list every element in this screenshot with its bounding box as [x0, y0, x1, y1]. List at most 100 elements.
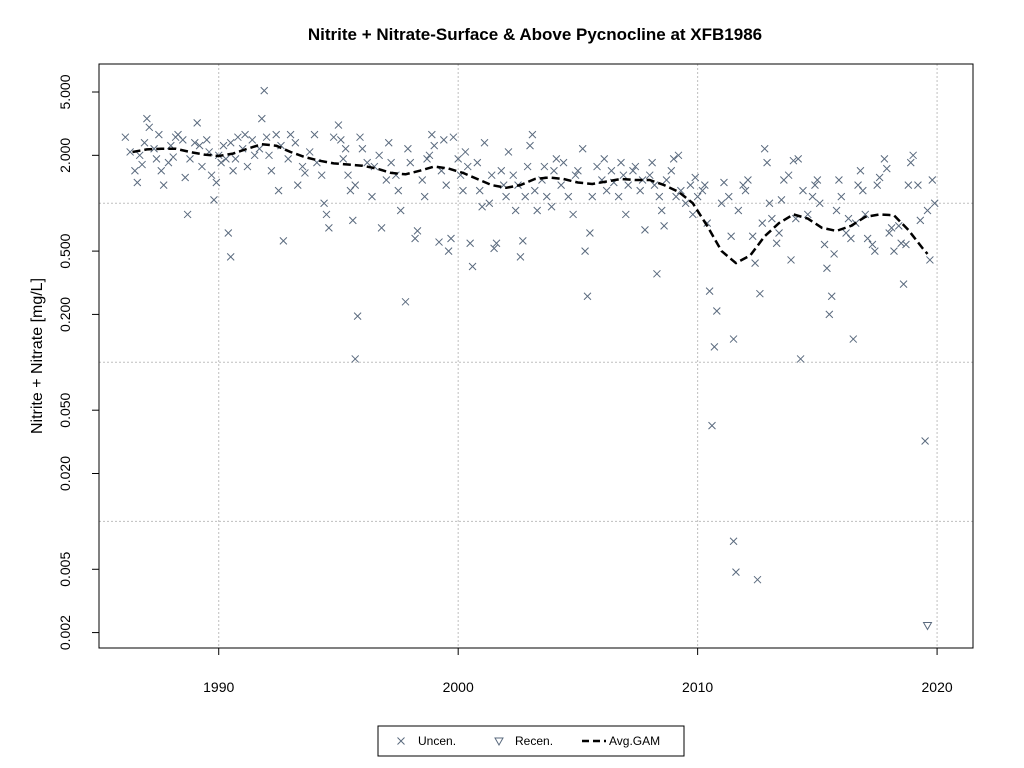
uncensored-point	[734, 206, 743, 215]
uncensored-point	[435, 238, 443, 246]
uncensored-point	[212, 178, 221, 187]
uncensored-point	[636, 186, 645, 195]
uncensored-point	[222, 155, 230, 163]
uncensored-point	[686, 181, 695, 189]
uncensored-point	[854, 181, 862, 189]
uncensored-point	[693, 192, 702, 201]
uncensored-point	[466, 239, 475, 248]
uncensored-point	[140, 138, 149, 147]
uncensored-point	[870, 247, 879, 255]
uncensored-point	[533, 206, 542, 215]
uncensored-point	[650, 181, 659, 189]
uncensored-point	[226, 253, 235, 261]
uncensored-point	[351, 181, 360, 189]
uncensored-point	[681, 199, 690, 208]
uncensored-point	[586, 229, 594, 237]
uncensored-point	[894, 222, 903, 230]
uncensored-point	[394, 186, 403, 195]
uncensored-point	[708, 421, 716, 430]
uncensored-point	[420, 192, 429, 201]
uncensored-point	[121, 133, 130, 142]
uncensored-point	[835, 176, 843, 184]
uncensored-point	[449, 133, 458, 142]
uncensored-point	[217, 158, 225, 167]
uncensored-point	[542, 192, 551, 201]
uncensored-point	[667, 166, 676, 175]
uncensored-point	[890, 247, 898, 255]
uncensored-point	[849, 335, 858, 343]
uncensored-point	[444, 247, 453, 255]
uncensored-point	[480, 138, 489, 147]
uncensored-point	[442, 181, 451, 189]
uncensored-point	[143, 114, 151, 123]
uncensored-point	[291, 138, 300, 147]
uncensored-point	[164, 158, 173, 167]
uncensored-point	[346, 186, 355, 195]
uncensored-point	[430, 141, 439, 150]
uncensored-point	[159, 181, 168, 189]
uncensored-point	[461, 148, 470, 156]
uncensored-point	[557, 181, 565, 189]
legend-item-recen: Recen.	[494, 734, 553, 748]
y-tick-label: 0.200	[57, 297, 73, 332]
uncensored-point	[243, 162, 252, 171]
uncensored-point	[614, 192, 623, 201]
uncensored-point	[607, 166, 616, 175]
uncensored-point	[181, 173, 190, 182]
chart-title: Nitrite + Nitrate-Surface & Above Pycnoc…	[308, 25, 762, 44]
uncensored-point	[485, 199, 494, 208]
uncensored-point	[837, 192, 846, 201]
uncensored-point	[619, 171, 628, 180]
uncensored-point	[305, 148, 314, 156]
uncensored-point	[509, 171, 518, 180]
uncensored-point	[336, 136, 345, 144]
uncensored-point	[183, 210, 192, 219]
uncensored-point	[547, 202, 556, 211]
uncensored-point	[753, 575, 762, 584]
legend-label-gam: Avg.GAM	[609, 734, 660, 748]
uncensored-point	[320, 199, 328, 208]
uncensored-point	[231, 155, 240, 163]
uncensored-point	[923, 206, 932, 215]
uncensored-point	[126, 148, 134, 156]
uncensored-point	[729, 537, 738, 546]
uncensored-point	[787, 256, 795, 264]
uncensored-point	[226, 138, 235, 147]
uncensored-point	[760, 144, 769, 153]
uncensored-point	[768, 214, 776, 223]
uncensored-point	[559, 158, 568, 167]
uncensored-point	[396, 206, 405, 215]
uncensored-point	[823, 264, 831, 273]
uncensored-point	[497, 166, 506, 175]
uncensored-point	[210, 195, 218, 204]
uncensored-point	[748, 232, 757, 241]
legend-item-uncen: Uncen.	[397, 734, 456, 748]
uncensored-point	[377, 224, 386, 232]
uncensored-point	[447, 234, 455, 243]
uncensored-point	[195, 141, 204, 150]
y-tick-label: 0.050	[57, 392, 73, 427]
uncensored-point	[387, 158, 395, 167]
y-tick-label: 0.500	[57, 233, 73, 268]
uncensored-point	[863, 234, 872, 243]
uncensored-point	[581, 247, 589, 255]
uncensored-point	[789, 156, 798, 165]
uncensored-point	[645, 171, 654, 180]
gam-curve-group	[132, 142, 929, 265]
uncensored-point	[698, 186, 707, 195]
x-axis: 1990 2000 2010 2020	[203, 647, 953, 695]
y-tick-label: 5.000	[57, 74, 73, 109]
uncensored-point	[241, 130, 249, 139]
uncensored-point	[593, 162, 601, 171]
uncensored-point	[672, 192, 680, 201]
uncensored-point	[131, 166, 139, 175]
y-axis: 0.002 0.005 0.020 0.050 0.200 0.500 2.000 5.000	[57, 74, 100, 650]
uncensored-point	[629, 166, 637, 175]
uncensored-point	[198, 162, 206, 171]
uncensored-point	[751, 259, 759, 268]
uncensored-point	[564, 192, 573, 201]
uncensored-point	[344, 171, 352, 180]
uncensored-point	[688, 210, 697, 219]
uncensored-point	[569, 210, 577, 219]
uncensored-point	[847, 234, 855, 243]
